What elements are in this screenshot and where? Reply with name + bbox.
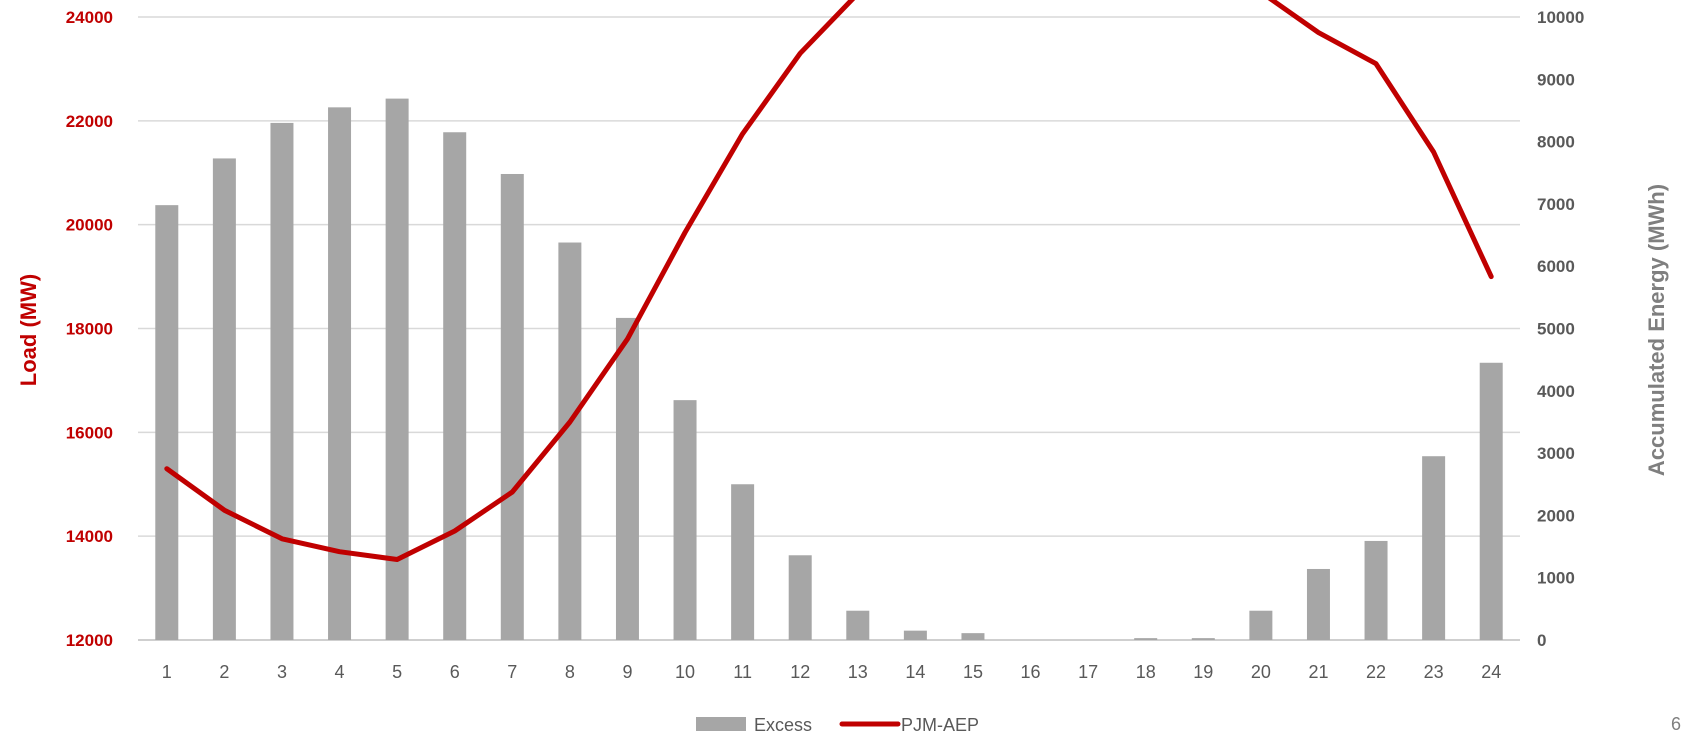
right-tick-label: 10000 [1537,8,1584,27]
x-tick-label: 24 [1481,662,1501,682]
left-tick-label: 12000 [66,631,113,650]
left-axis-ticks: 12000 14000 16000 18000 20000 22000 24000 [66,8,113,650]
x-tick-label: 12 [790,662,810,682]
x-tick-label: 8 [565,662,575,682]
bar-excess [615,317,639,640]
bar-excess [212,158,236,640]
page-number: 6 [1670,714,1681,734]
right-tick-label: 3000 [1537,444,1575,463]
bar-excess [1422,456,1446,640]
x-tick-label: 13 [848,662,868,682]
bar-excess [903,630,927,640]
x-tick-label: 9 [622,662,632,682]
excess-bars [155,98,1503,641]
bar-excess [1306,568,1330,640]
right-tick-label: 4000 [1537,382,1575,401]
pjm-aep-line-group [164,0,1494,562]
bar-excess [788,555,812,640]
left-tick-label: 24000 [66,8,113,27]
right-tick-label: 8000 [1537,133,1575,152]
x-tick-label: 21 [1308,662,1328,682]
right-tick-label: 1000 [1537,569,1575,588]
x-axis-ticks: 1 2 3 4 5 6 7 8 9 10 11 12 13 14 15 16 17 18 19 20 21 22 23 24 [162,662,1501,682]
bar-excess [385,98,409,641]
right-axis-ticks: 0 1000 2000 3000 4000 5000 6000 7000 8000 9000 100… [1537,8,1584,650]
x-tick-label: 7 [507,662,517,682]
bar-excess [1134,638,1158,640]
legend: Excess PJM-AEP [696,715,979,735]
x-tick-label: 4 [335,662,345,682]
x-tick-label: 14 [905,662,925,682]
legend-label-pjm-aep: PJM-AEP [901,715,979,735]
left-tick-label: 22000 [66,112,113,131]
x-tick-label: 19 [1193,662,1213,682]
bar-excess [443,132,467,640]
x-tick-label: 16 [1021,662,1041,682]
right-tick-label: 0 [1537,631,1546,650]
bar-excess [731,484,755,640]
bar-excess [846,610,870,640]
line-pjm-aep [164,0,1494,562]
bar-excess [1191,638,1215,640]
left-tick-label: 18000 [66,320,113,339]
x-tick-label: 2 [219,662,229,682]
left-axis-title: Load (MW) [16,274,41,386]
left-tick-label: 20000 [66,216,113,235]
right-tick-label: 5000 [1537,320,1575,339]
x-tick-label: 3 [277,662,287,682]
x-tick-label: 6 [450,662,460,682]
bar-excess [328,107,352,640]
x-tick-label: 15 [963,662,983,682]
bar-excess [155,205,179,640]
right-axis-title: Accumulated Energy (MWh) [1644,184,1669,476]
right-tick-label: 7000 [1537,195,1575,214]
x-tick-label: 1 [162,662,172,682]
bar-excess [1249,610,1273,640]
legend-swatch-excess [696,717,746,731]
x-tick-label: 22 [1366,662,1386,682]
bar-excess [1364,540,1388,640]
right-tick-label: 2000 [1537,506,1575,525]
left-tick-label: 14000 [66,527,113,546]
x-tick-label: 23 [1424,662,1444,682]
bar-excess [1479,362,1503,640]
x-tick-label: 17 [1078,662,1098,682]
left-tick-label: 16000 [66,423,113,442]
x-tick-label: 20 [1251,662,1271,682]
bar-excess [500,173,524,640]
bar-excess [270,122,294,640]
legend-label-excess: Excess [754,715,812,735]
bar-excess [558,242,582,640]
gridlines [138,16,1520,641]
bar-excess [673,400,697,640]
x-tick-label: 5 [392,662,402,682]
x-tick-label: 18 [1136,662,1156,682]
bar-excess [961,633,985,640]
right-tick-label: 9000 [1537,70,1575,89]
x-tick-label: 11 [733,662,752,682]
x-tick-label: 10 [675,662,695,682]
right-tick-label: 6000 [1537,257,1575,276]
